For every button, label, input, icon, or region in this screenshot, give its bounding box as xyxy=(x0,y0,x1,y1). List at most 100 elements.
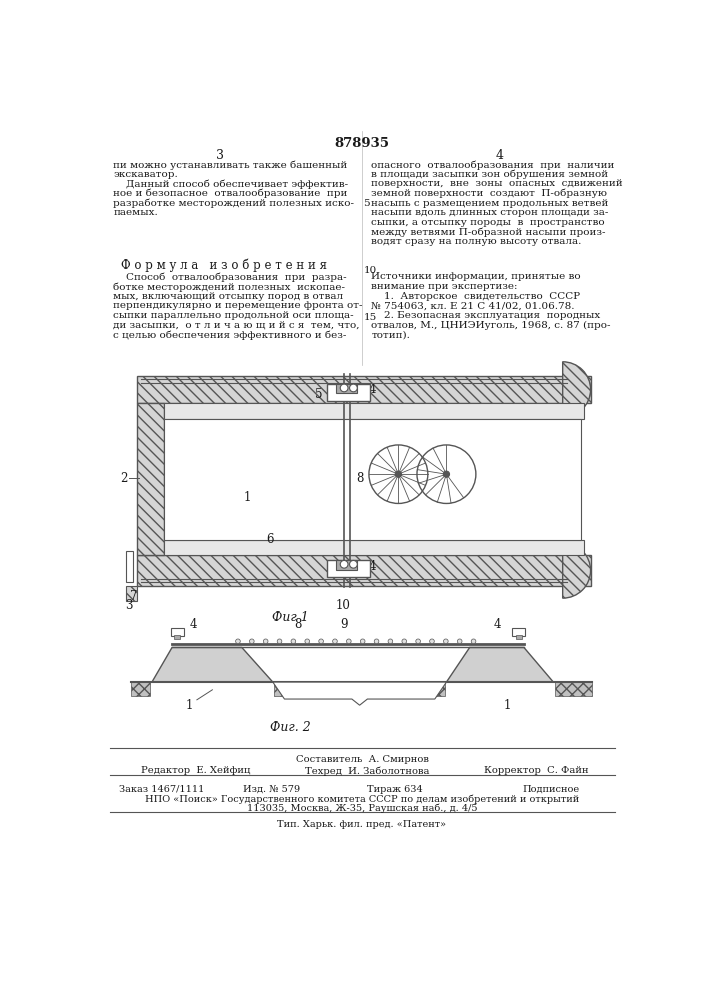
Circle shape xyxy=(361,639,365,644)
Text: 10: 10 xyxy=(335,599,350,612)
Bar xyxy=(282,684,436,696)
Text: Фиг. 2: Фиг. 2 xyxy=(269,721,310,734)
Bar xyxy=(337,384,356,393)
Bar xyxy=(327,560,370,577)
Wedge shape xyxy=(563,362,590,417)
Text: 113035, Москва, Ж-35, Раушская наб., д. 4/5: 113035, Москва, Ж-35, Раушская наб., д. … xyxy=(247,804,477,813)
Text: Ф о р м у л а   и з о б р е т е н и я: Ф о р м у л а и з о б р е т е н и я xyxy=(121,259,327,272)
Text: разработке месторождений полезных иско-: разработке месторождений полезных иско- xyxy=(113,199,354,208)
Text: 1: 1 xyxy=(185,699,193,712)
Text: поверхности,  вне  зоны  опасных  сдвижений: поверхности, вне зоны опасных сдвижений xyxy=(371,179,623,188)
Text: тотип).: тотип). xyxy=(371,330,410,339)
Circle shape xyxy=(416,639,421,644)
Text: пи можно устанавливать также башенный: пи можно устанавливать также башенный xyxy=(113,160,347,170)
Text: 10: 10 xyxy=(363,266,377,275)
Text: 3: 3 xyxy=(125,599,132,612)
Bar xyxy=(337,560,356,570)
Text: Подписное: Подписное xyxy=(522,785,580,794)
Text: Тип. Харьк. фил. пред. «Патент»: Тип. Харьк. фил. пред. «Патент» xyxy=(277,820,446,829)
Text: мых, включающий отсыпку пород в отвал: мых, включающий отсыпку пород в отвал xyxy=(113,292,344,301)
Text: НПО «Поиск» Государственного комитета СССР по делам изобретений и открытий: НПО «Поиск» Государственного комитета СС… xyxy=(145,795,579,804)
Text: 3: 3 xyxy=(216,149,224,162)
Text: 8: 8 xyxy=(294,618,301,631)
Text: 1.  Авторское  свидетельство  СССР: 1. Авторское свидетельство СССР xyxy=(371,292,580,301)
Circle shape xyxy=(443,471,450,477)
Text: 4: 4 xyxy=(189,618,197,631)
Circle shape xyxy=(374,639,379,644)
Bar xyxy=(127,551,132,582)
Circle shape xyxy=(250,639,254,644)
Text: 2: 2 xyxy=(119,472,127,485)
Text: 15: 15 xyxy=(363,312,377,322)
Circle shape xyxy=(430,639,434,644)
Text: Редактор  Е. Хейфиц: Редактор Е. Хейфиц xyxy=(141,766,250,775)
Text: ботке месторождений полезных  ископае-: ботке месторождений полезных ископае- xyxy=(113,282,345,292)
Text: опасного  отвалообразования  при  наличии: опасного отвалообразования при наличии xyxy=(371,160,614,170)
Text: Заказ 1467/1111: Заказ 1467/1111 xyxy=(119,785,205,794)
Circle shape xyxy=(472,639,476,644)
Circle shape xyxy=(340,560,348,568)
Text: насыпи вдоль длинных сторон площади за-: насыпи вдоль длинных сторон площади за- xyxy=(371,208,609,217)
Text: 8: 8 xyxy=(356,472,363,485)
Text: экскаватор.: экскаватор. xyxy=(113,170,178,179)
Bar xyxy=(516,635,522,639)
Text: 6: 6 xyxy=(267,533,274,546)
Text: 7: 7 xyxy=(129,590,137,603)
Circle shape xyxy=(305,639,310,644)
Bar xyxy=(137,376,590,403)
Circle shape xyxy=(395,471,402,477)
Text: 4: 4 xyxy=(493,618,501,631)
Text: Способ  отвалообразования  при  разра-: Способ отвалообразования при разра- xyxy=(113,272,347,282)
Text: земной поверхности  создают  П-образную: земной поверхности создают П-образную xyxy=(371,189,607,198)
Text: № 754063, кл. Е 21 С 41/02, 01.06.78.: № 754063, кл. Е 21 С 41/02, 01.06.78. xyxy=(371,301,575,310)
Circle shape xyxy=(235,639,240,644)
Bar xyxy=(327,384,370,401)
Text: Техред  И. Заболотнова: Техред И. Заболотнова xyxy=(305,766,430,776)
Text: Данный способ обеспечивает эффектив-: Данный способ обеспечивает эффектив- xyxy=(113,179,349,189)
Text: сыпки, а отсыпку породы  в  пространство: сыпки, а отсыпку породы в пространство xyxy=(371,218,605,227)
Text: Источники информации, принятые во: Источники информации, принятые во xyxy=(371,272,581,281)
Polygon shape xyxy=(446,647,554,682)
Text: насыпь с размещением продольных ветвей: насыпь с размещением продольных ветвей xyxy=(371,199,609,208)
Text: с целью обеспечения эффективного и без-: с целью обеспечения эффективного и без- xyxy=(113,330,346,340)
Bar xyxy=(164,419,580,540)
Bar xyxy=(164,403,585,419)
Text: 4: 4 xyxy=(495,149,503,162)
Circle shape xyxy=(349,560,357,568)
Text: 878935: 878935 xyxy=(334,137,390,150)
Text: Тираж 634: Тираж 634 xyxy=(368,785,423,794)
Bar xyxy=(555,682,592,696)
Bar xyxy=(137,555,590,586)
Text: ди засыпки,  о т л и ч а ю щ и й с я  тем, что,: ди засыпки, о т л и ч а ю щ и й с я тем,… xyxy=(113,321,360,330)
Text: ное и безопасное  отвалообразование  при: ное и безопасное отвалообразование при xyxy=(113,189,348,198)
Text: отвалов, М., ЦНИЭИуголь, 1968, с. 87 (про-: отвалов, М., ЦНИЭИуголь, 1968, с. 87 (пр… xyxy=(371,321,611,330)
Text: 2. Безопасная эксплуатация  породных: 2. Безопасная эксплуатация породных xyxy=(371,311,600,320)
Bar xyxy=(274,682,445,696)
Polygon shape xyxy=(152,647,273,682)
Bar xyxy=(127,586,137,601)
Text: 9: 9 xyxy=(340,618,348,631)
Text: паемых.: паемых. xyxy=(113,208,158,217)
Text: 1: 1 xyxy=(243,491,251,504)
Text: между ветвями П-образной насыпи произ-: между ветвями П-образной насыпи произ- xyxy=(371,227,606,237)
Text: Корректор  С. Файн: Корректор С. Файн xyxy=(484,766,588,775)
Circle shape xyxy=(340,384,348,392)
Text: Фиг 1: Фиг 1 xyxy=(271,611,308,624)
Bar xyxy=(512,628,525,636)
Polygon shape xyxy=(273,682,446,705)
Text: сыпки параллельно продольной оси площа-: сыпки параллельно продольной оси площа- xyxy=(113,311,354,320)
Circle shape xyxy=(443,639,448,644)
Bar xyxy=(174,635,180,639)
Text: 4: 4 xyxy=(369,383,376,396)
Circle shape xyxy=(457,639,462,644)
Text: перпендикулярно и перемещение фронта от-: перпендикулярно и перемещение фронта от- xyxy=(113,301,363,310)
Circle shape xyxy=(402,639,407,644)
Wedge shape xyxy=(567,366,590,413)
Circle shape xyxy=(319,639,323,644)
Circle shape xyxy=(277,639,282,644)
Text: в площади засыпки зон обрушения земной: в площади засыпки зон обрушения земной xyxy=(371,170,609,179)
Circle shape xyxy=(349,384,357,392)
Circle shape xyxy=(263,639,268,644)
Text: внимание при экспертизе:: внимание при экспертизе: xyxy=(371,282,518,291)
Circle shape xyxy=(388,639,392,644)
